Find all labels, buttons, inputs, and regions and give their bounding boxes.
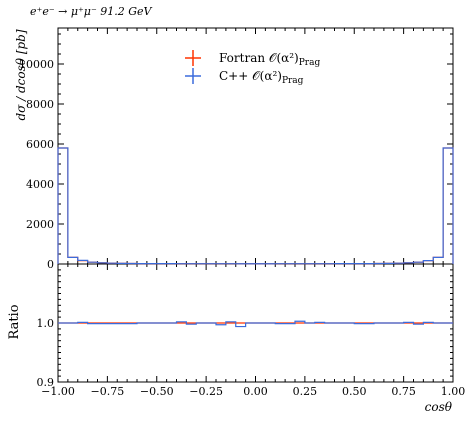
x-tick-label: −0.25 [189,385,223,398]
ratio-axis-title: Ratio [7,304,22,339]
y-tick-label: 8000 [26,98,54,111]
x-axis-title: cosθ [425,400,453,414]
y-axis-title: dσ / dcosθ [pb] [14,29,28,120]
x-tick-label: 0.00 [243,385,268,398]
ratio-tick-label: 0.9 [37,376,55,389]
ratio-tick-label: 1.0 [37,317,55,330]
legend-entry-fortran: Fortran 𝒪(α²)Prag [185,50,320,68]
ratio-line-c [58,320,453,328]
ratio-y-axis: 0.9 1.0 [37,269,453,389]
x-tick-label: −1.00 [41,385,75,398]
y-tick-label: 10000 [19,58,54,71]
ratio-series-group [58,320,453,328]
legend: Fortran 𝒪(α²)Prag C++ 𝒪(α²)Prag [185,50,320,86]
chart-title: e⁺e⁻ → μ⁺μ⁻ 91.2 GeV [30,5,153,18]
x-tick-label: 0.75 [391,385,416,398]
x-tick-label: −0.50 [140,385,174,398]
legend-entry-cpp: C++ 𝒪(α²)Prag [185,68,304,86]
y-tick-label: 4000 [26,178,54,191]
x-tick-label: 0.50 [342,385,367,398]
y-tick-label: 6000 [26,138,54,151]
main-series-group [57,147,454,265]
y-tick-label: 0 [47,258,54,271]
legend-label-cpp: C++ 𝒪(α²)Prag [219,69,304,86]
x-tick-label: 0.25 [293,385,318,398]
x-tick-label: −0.75 [91,385,125,398]
x-axis: −1.00 −0.75 −0.50 −0.25 0.00 0.25 0.50 0.75 1.00 [41,28,465,398]
x-tick-label: 1.00 [441,385,466,398]
main-y-axis: 0 2000 4000 6000 8000 10000 [19,33,453,271]
series-line-c [57,147,454,265]
series-line-fortran [57,147,454,265]
y-tick-label: 2000 [26,218,54,231]
legend-label-fortran: Fortran 𝒪(α²)Prag [219,51,320,68]
